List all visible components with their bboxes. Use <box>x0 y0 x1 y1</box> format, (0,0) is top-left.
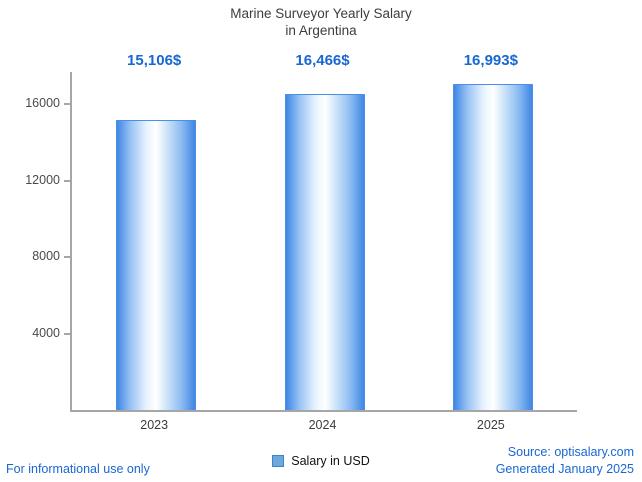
source-link[interactable]: Source: optisalary.com <box>507 445 634 460</box>
y-tick-label: 8000 <box>32 249 60 263</box>
bar-2025 <box>452 84 533 410</box>
y-tick-label: 16000 <box>25 96 60 110</box>
bar-2024 <box>284 94 365 410</box>
bar-2023 <box>116 120 197 410</box>
generated-date: Generated January 2025 <box>495 462 634 477</box>
legend-label: Salary in USD <box>291 454 370 468</box>
y-tick-mark <box>64 256 71 258</box>
chart-title-line1: Marine Surveyor Yearly Salary <box>230 6 412 21</box>
y-tick-label: 4000 <box>32 326 60 340</box>
y-tick-mark <box>64 103 71 105</box>
bar-value-label: 16,993$ <box>463 52 518 69</box>
footer-source[interactable]: Source: optisalary.com Generated January… <box>496 444 634 478</box>
plot-area: 4000 8000 12000 16000 <box>25 72 577 412</box>
bar-value-label: 15,106$ <box>127 52 182 69</box>
value-label-layer: 15,106$ 16,466$ 16,993$ <box>70 52 575 74</box>
x-axis-labels: 2023 2024 2025 <box>70 418 575 436</box>
footer-disclaimer: For informational use only <box>6 462 150 476</box>
y-tick-mark <box>64 180 71 182</box>
x-tick-label: 2024 <box>308 418 337 432</box>
chart-title: Marine Surveyor Yearly Salary in Argenti… <box>0 6 642 40</box>
y-tick-mark <box>64 333 71 335</box>
legend: Salary in USD <box>0 454 642 468</box>
chart-title-line2: in Argentina <box>285 22 357 38</box>
y-tick-label: 12000 <box>25 173 60 187</box>
bar-value-label: 16,466$ <box>295 52 350 69</box>
legend-swatch-icon <box>272 455 285 467</box>
x-tick-label: 2025 <box>476 418 505 432</box>
x-tick-label: 2023 <box>140 418 169 432</box>
